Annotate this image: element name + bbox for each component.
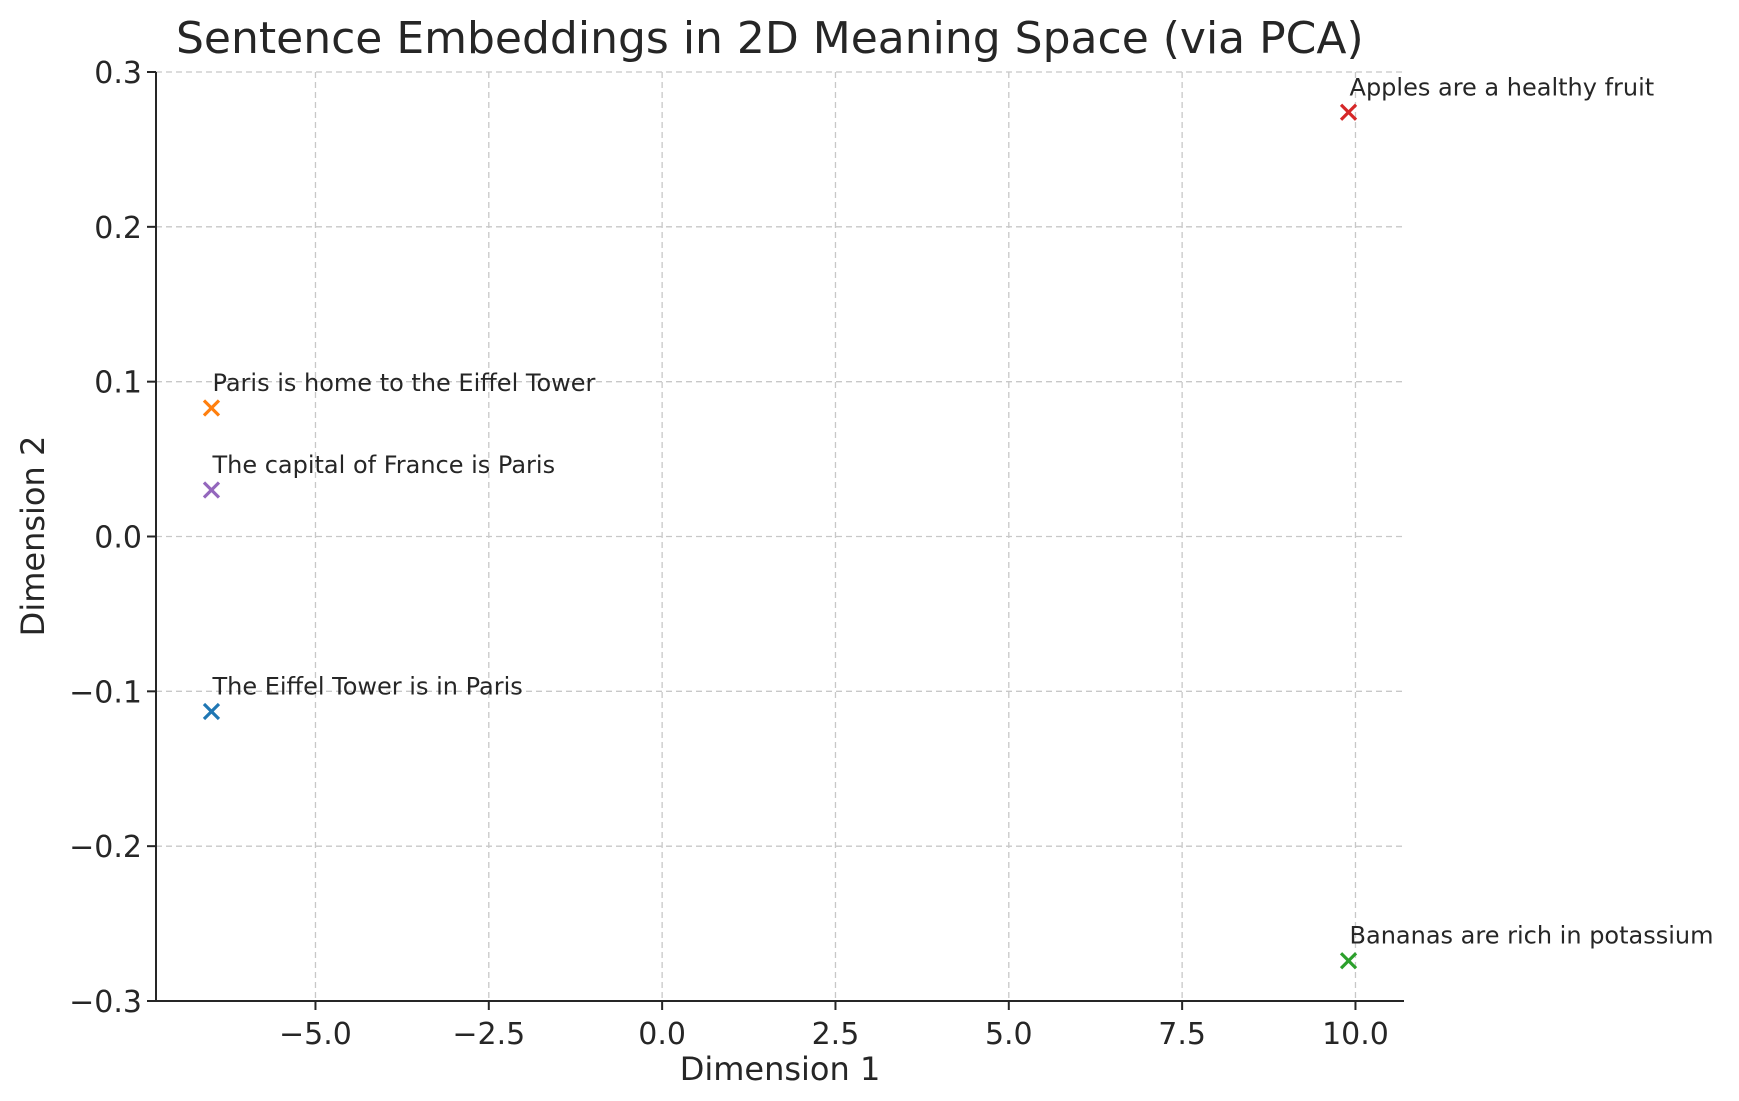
x-tick-label: 0.0 [638,1017,686,1052]
y-tick-label: 0.2 [94,211,142,246]
point-label: The capital of France is Paris [211,451,555,479]
data-point: The capital of France is Paris [202,451,555,499]
x-marker-stroke [202,702,221,721]
data-point: Apples are a healthy fruit [1339,73,1655,121]
x-marker-stroke [1339,103,1358,121]
x-marker-stroke [1339,952,1358,970]
y-tick-label: −0.3 [69,985,142,1020]
y-tick-label: −0.1 [69,675,142,710]
point-label: Paris is home to the Eiffel Tower [212,369,595,397]
x-tick-label: −5.0 [279,1017,352,1052]
y-tick-label: −0.2 [69,830,142,865]
axis-ticks: −5.0 −2.5 0.0 2.5 5.0 7.5 10.0 −0.3 −0.2 −0.1 0.0 0… [69,56,1389,1052]
x-marker-stroke [202,481,221,499]
point-label: Bananas are rich in potassium [1350,922,1714,950]
x-tick-label: 2.5 [812,1017,860,1052]
data-points: The Eiffel Tower is in Paris Paris is hom… [202,73,1714,970]
point-label: The Eiffel Tower is in Paris [211,672,522,700]
grid-lines [156,71,1404,1002]
point-label: Apples are a healthy fruit [1350,73,1655,101]
y-tick-label: 0.0 [94,521,142,556]
x-marker-stroke [202,399,221,417]
x-tick-label: 5.0 [985,1017,1033,1052]
x-tick-label: −2.5 [452,1017,525,1052]
data-point: Paris is home to the Eiffel Tower [202,369,596,417]
chart-title: Sentence Embeddings in 2D Meaning Space … [176,13,1364,64]
x-tick-label: 7.5 [1158,1017,1206,1052]
y-tick-label: 0.3 [94,56,142,91]
x-axis-label: Dimension 1 [680,1050,881,1088]
data-point: The Eiffel Tower is in Paris [202,672,523,721]
x-tick-label: 10.0 [1322,1017,1389,1052]
y-axis-label: Dimension 2 [14,436,52,637]
y-tick-label: 0.1 [94,366,142,401]
data-point: Bananas are rich in potassium [1339,922,1714,970]
